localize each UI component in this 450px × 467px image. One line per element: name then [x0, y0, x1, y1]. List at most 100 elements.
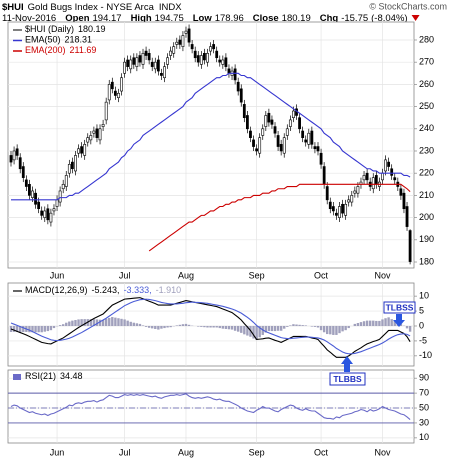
histogram-bar: [359, 322, 363, 326]
candle-body: [46, 208, 50, 221]
legend-name: $HUI (Daily): [25, 24, 74, 34]
line: [10, 298, 411, 355]
stat-value: 178.96: [215, 13, 244, 24]
x-tick-label: Jun: [50, 270, 65, 280]
candle-body: [393, 177, 397, 181]
histogram-bar: [92, 319, 96, 326]
histogram-bar: [184, 323, 188, 326]
symbol: $HUI: [2, 2, 24, 13]
panel-frame: [7, 21, 415, 269]
stat-label: Low: [193, 13, 213, 24]
histogram-bar: [34, 325, 37, 333]
candle-body: [28, 183, 31, 196]
candle-body: [163, 66, 166, 79]
candle-body: [322, 166, 326, 185]
histogram-bar: [169, 325, 172, 328]
histogram-bar: [273, 325, 277, 332]
candle-body: [203, 53, 206, 61]
histogram-bar: [206, 325, 209, 328]
histogram-bar: [313, 325, 317, 327]
x-tick-label: Aug: [178, 447, 194, 457]
histogram-bar: [22, 325, 25, 332]
candle-body: [74, 155, 77, 172]
candle-body: [92, 130, 96, 134]
candle-body: [49, 212, 53, 223]
histogram-bar: [292, 324, 295, 326]
legend-name: MACD(12,26,9): [25, 285, 88, 295]
histogram-bar: [157, 325, 160, 330]
histogram-bar: [175, 325, 178, 326]
candle-body: [338, 206, 341, 218]
histogram-bar: [40, 325, 43, 333]
legend-entry: $HUI (Daily) 180.19: [25, 24, 106, 34]
histogram-bar: [267, 325, 271, 332]
histogram-bar: [390, 319, 393, 326]
histogram-bar: [338, 325, 341, 334]
x-tick-label: Sep: [249, 447, 265, 457]
candle-body: [356, 186, 360, 194]
candle-body: [153, 61, 157, 70]
candle-body: [24, 179, 28, 187]
y-tick-label: 180: [419, 256, 434, 266]
legend-entry: MACD(12,26,9) -5.243, -3.333, -1.910: [25, 285, 181, 295]
x-tick-label: Jul: [119, 270, 131, 280]
candle-body: [21, 166, 25, 178]
candle-body: [365, 172, 369, 181]
candle-body: [387, 161, 391, 167]
histogram-bar: [49, 325, 53, 331]
candle-body: [61, 183, 65, 190]
candle-body: [313, 146, 317, 150]
candle-body: [402, 192, 406, 210]
annotation: TLBSS: [386, 302, 414, 312]
legend-entry: EMA(50) 218.31: [25, 35, 92, 45]
x-tick-label: Nov: [374, 270, 391, 280]
histogram-bar: [104, 318, 108, 326]
candle-body: [255, 148, 259, 152]
candle-body: [64, 175, 68, 187]
histogram-bar: [408, 325, 412, 332]
histogram-bar: [203, 325, 206, 328]
candle-body: [285, 128, 289, 136]
histogram-bar: [12, 325, 16, 332]
histogram-bar: [322, 325, 326, 333]
candle-body: [236, 81, 240, 92]
candle-body: [328, 201, 332, 210]
histogram-bar: [178, 324, 182, 326]
candle-body: [101, 124, 105, 127]
histogram-bar: [154, 325, 157, 329]
histogram-bar: [108, 317, 111, 326]
x-tick-label: Jun: [50, 447, 65, 457]
histogram-bar: [236, 325, 240, 332]
candle-body: [135, 57, 139, 67]
x-tick-label: Oct: [314, 270, 329, 280]
candle-body: [37, 201, 41, 210]
histogram-bar: [365, 320, 369, 326]
candle-body: [353, 190, 357, 194]
stat-value: 180.19: [282, 13, 311, 24]
down-marker: [411, 15, 420, 21]
annotation-box: [383, 301, 416, 314]
annotation-arrow: [393, 314, 405, 327]
histogram-bar: [264, 325, 268, 333]
histogram-bar: [77, 319, 80, 326]
candle-body: [144, 50, 148, 56]
annotation-arrow: [341, 356, 353, 372]
histogram-bar: [15, 325, 19, 332]
candle-body: [67, 164, 71, 174]
histogram-bar: [83, 319, 86, 326]
candle-body: [304, 139, 308, 143]
candle-body: [166, 57, 169, 65]
histogram-bar: [332, 325, 335, 335]
histogram-bar: [295, 324, 298, 326]
candle-body: [52, 208, 56, 212]
candle-body: [264, 115, 268, 127]
histogram-bar: [368, 320, 372, 326]
candle-body: [288, 119, 292, 127]
histogram-bar: [166, 325, 169, 328]
candle-body: [282, 137, 286, 154]
annotation-box: [329, 372, 366, 386]
candle-body: [206, 53, 209, 63]
legend-value: 34.48: [60, 371, 83, 381]
